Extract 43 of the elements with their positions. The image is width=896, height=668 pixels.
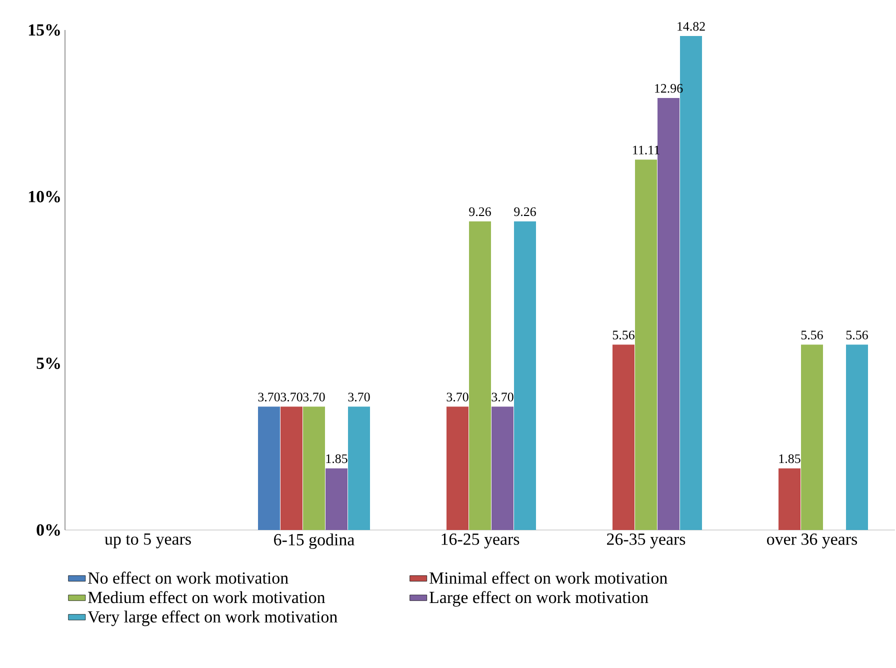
bar xyxy=(492,406,514,530)
bar xyxy=(326,468,348,530)
data-label: 5.56 xyxy=(846,330,868,340)
data-label: 9.26 xyxy=(469,207,491,216)
bar xyxy=(469,221,492,530)
bar xyxy=(446,406,469,530)
legend-label: Medium effect on work motivation xyxy=(88,591,326,604)
data-label: 5.56 xyxy=(612,330,634,340)
x-tick-label: 6-15 godina xyxy=(274,534,354,549)
data-label: 3.70 xyxy=(446,392,468,402)
data-label: 14.82 xyxy=(678,22,705,31)
bar xyxy=(280,406,302,530)
data-label: 3.70 xyxy=(258,392,280,402)
data-label: 1.85 xyxy=(779,454,800,464)
data-label: 9.26 xyxy=(514,207,536,216)
bar xyxy=(303,406,325,530)
bar xyxy=(846,344,868,530)
x-tick-label: up to 5 years xyxy=(104,534,191,548)
y-tick-label: 5% xyxy=(36,358,60,370)
data-label: 3.70 xyxy=(492,392,514,402)
bar xyxy=(635,160,658,530)
x-tick-label: 16-25 years xyxy=(442,534,520,548)
legend-label: Large effect on work motivation xyxy=(430,591,648,607)
bar xyxy=(348,406,370,530)
x-tick-label: 26-35 years xyxy=(607,534,686,548)
data-label: 3.70 xyxy=(303,392,325,402)
bar xyxy=(514,221,536,530)
data-label: 1.85 xyxy=(326,454,348,464)
legend-label: Very large effect on work motivation xyxy=(88,610,338,626)
data-label: 3.70 xyxy=(348,392,370,402)
bar xyxy=(612,344,635,530)
y-tick-label: 15% xyxy=(28,24,60,36)
bar xyxy=(778,468,801,530)
y-tick-label: 0% xyxy=(36,524,60,536)
x-tick-label: over 36 years xyxy=(767,534,858,548)
data-label: 3.70 xyxy=(280,392,302,402)
legend-label: No effect on work motivation xyxy=(88,572,288,584)
bar xyxy=(258,406,280,530)
data-label: 5.56 xyxy=(801,330,823,340)
bar xyxy=(801,344,824,530)
y-tick-label: 10% xyxy=(28,190,60,202)
legend-label: Minimal effect on work motivation xyxy=(430,572,668,584)
bar xyxy=(658,98,680,530)
